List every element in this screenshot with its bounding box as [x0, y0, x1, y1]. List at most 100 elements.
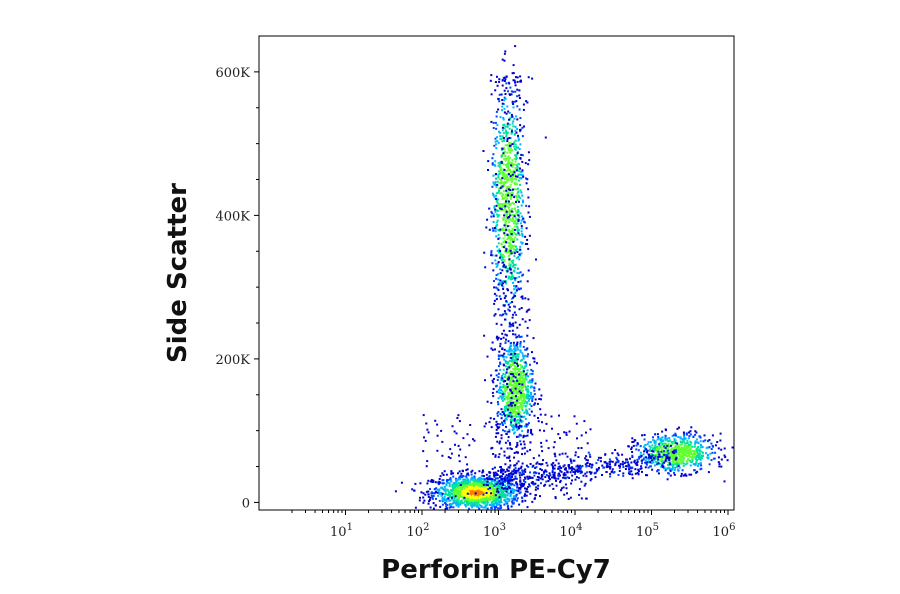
event-point [515, 115, 518, 118]
event-point [514, 305, 516, 308]
x-tick-label: 101 [330, 522, 353, 540]
event-point [453, 497, 456, 500]
event-point [515, 257, 518, 260]
event-point [495, 472, 498, 475]
event-point [687, 458, 689, 461]
event-point [497, 376, 500, 379]
event-point [666, 457, 669, 459]
event-point [492, 269, 495, 272]
event-point [496, 502, 499, 505]
event-point [434, 481, 437, 484]
event-point [500, 337, 503, 340]
event-point [496, 379, 499, 381]
event-point [633, 439, 636, 442]
event-point [457, 414, 460, 417]
event-point [454, 486, 456, 488]
event-point [427, 431, 430, 434]
event-point [528, 234, 531, 237]
event-point [574, 473, 577, 475]
event-point [502, 482, 504, 485]
event-point [508, 442, 511, 444]
event-point [515, 245, 517, 248]
event-point [507, 167, 510, 170]
event-point [519, 440, 522, 443]
event-point [643, 450, 646, 453]
event-point [544, 476, 547, 478]
event-point [507, 206, 510, 209]
event-point [519, 483, 522, 486]
event-point [645, 474, 647, 477]
event-point [512, 106, 515, 109]
event-point [502, 292, 505, 295]
event-point [504, 211, 507, 214]
event-point [464, 500, 467, 503]
event-point [679, 454, 682, 457]
event-point [692, 450, 695, 452]
event-point [498, 182, 501, 185]
event-point [527, 353, 530, 356]
event-point [450, 503, 453, 506]
event-point [522, 273, 525, 276]
event-point [661, 430, 664, 433]
event-point [511, 188, 514, 191]
event-point [654, 458, 656, 461]
event-point [432, 495, 435, 497]
event-point [503, 111, 506, 114]
event-point [495, 488, 498, 491]
event-point [513, 372, 516, 375]
event-point [480, 498, 483, 501]
event-point [428, 498, 431, 501]
event-point [495, 127, 498, 130]
event-point [676, 449, 679, 452]
event-point [576, 468, 579, 471]
event-point [481, 469, 484, 472]
event-point [462, 498, 465, 500]
event-point [496, 180, 499, 183]
event-point [514, 349, 517, 352]
event-point [654, 433, 657, 436]
event-point [513, 240, 516, 243]
event-point [555, 459, 558, 462]
event-point [513, 468, 516, 471]
event-point [534, 398, 537, 401]
event-point [470, 473, 473, 476]
event-point [493, 299, 496, 302]
event-point [695, 461, 698, 464]
event-point [695, 438, 698, 441]
event-point [506, 492, 509, 495]
event-point [446, 504, 449, 507]
event-point [699, 436, 702, 439]
event-point [466, 494, 469, 497]
event-point [495, 277, 498, 280]
event-point [519, 480, 522, 483]
event-point [482, 487, 484, 490]
event-point [467, 474, 470, 477]
event-point [567, 498, 570, 500]
event-point [597, 468, 600, 471]
event-point [506, 270, 509, 273]
event-point [521, 371, 524, 373]
event-point [513, 171, 516, 174]
event-point [511, 115, 514, 118]
event-point [517, 256, 520, 258]
event-point [685, 446, 688, 449]
event-point [523, 402, 526, 405]
event-point [501, 140, 504, 143]
event-point [717, 461, 720, 464]
event-point [495, 483, 498, 486]
event-point [514, 163, 517, 166]
event-point [497, 403, 500, 406]
event-point [496, 213, 499, 216]
event-point [507, 473, 510, 476]
event-point [497, 308, 500, 311]
event-point [516, 397, 519, 400]
event-point [464, 487, 467, 490]
event-point [511, 392, 514, 395]
event-point [616, 452, 619, 455]
event-point [513, 225, 516, 228]
event-point [508, 123, 511, 126]
event-point [513, 221, 516, 224]
event-point [491, 505, 494, 508]
event-point [521, 126, 524, 129]
event-point [497, 162, 500, 164]
